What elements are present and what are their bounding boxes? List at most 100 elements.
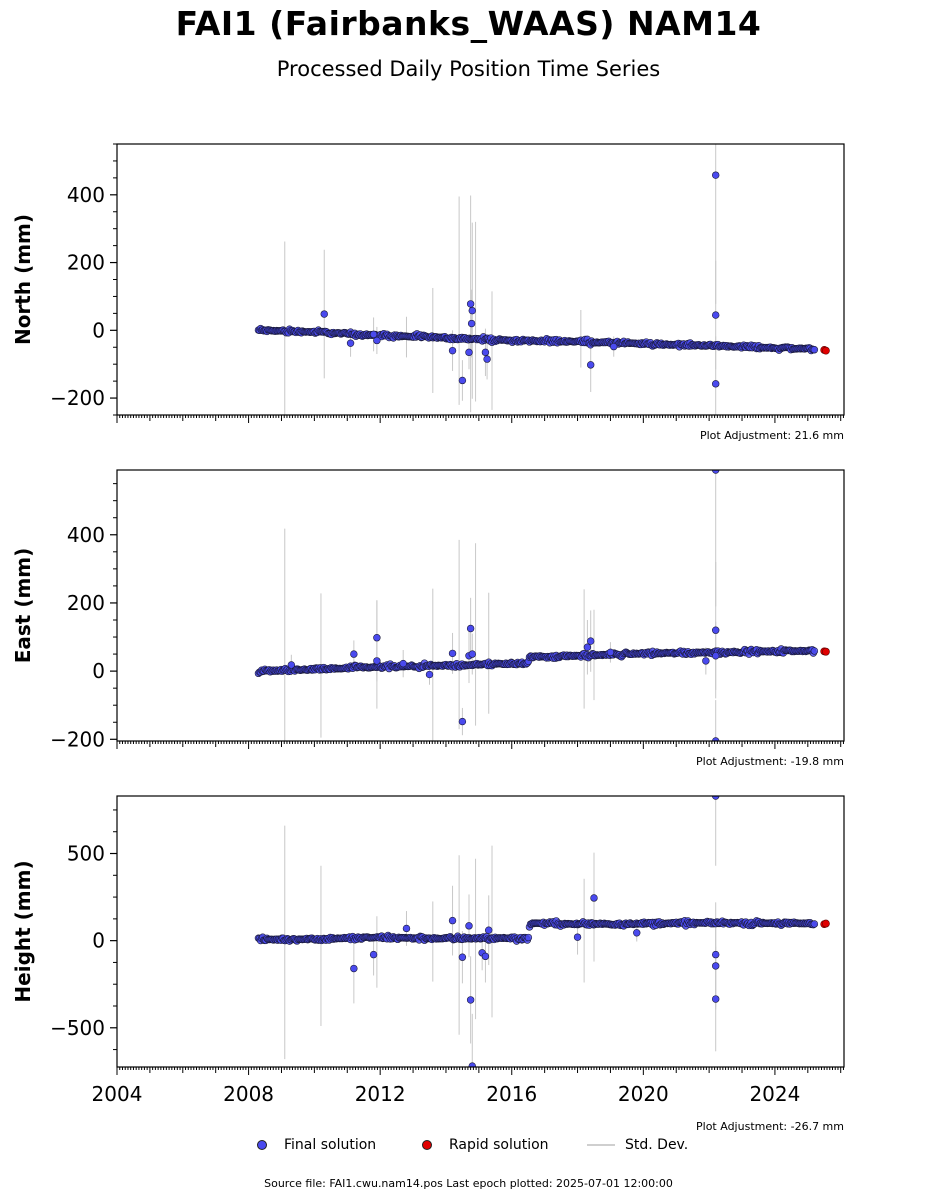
- chart-subtitle: Processed Daily Position Time Series: [276, 57, 661, 81]
- outlier-point: [712, 380, 720, 388]
- outlier-point: [481, 952, 490, 961]
- y-tick-label: 0: [92, 929, 105, 953]
- outlier-point: [346, 339, 355, 347]
- final-point: [810, 647, 819, 655]
- final-points: [254, 171, 819, 388]
- outlier-point: [468, 1062, 476, 1067]
- axes-frame: [116, 795, 845, 1068]
- outlier-point: [350, 650, 358, 658]
- outlier-point: [448, 649, 457, 658]
- std-dev-bars: [257, 144, 815, 415]
- x-tick-label: 2016: [486, 1082, 537, 1106]
- outlier-point: [485, 926, 493, 934]
- outlier-point: [712, 796, 720, 800]
- outlier-point: [458, 717, 467, 726]
- legend-final: Final solution: [257, 1137, 376, 1153]
- y-tick-label: 200: [67, 591, 105, 615]
- outlier-point: [373, 336, 381, 345]
- outlier-point: [320, 310, 328, 318]
- outlier-point: [468, 306, 476, 315]
- legend-stddev: Std. Dev.: [587, 1137, 688, 1153]
- rapid-point: [822, 647, 830, 656]
- outlier-point: [712, 311, 720, 319]
- x-tick-label: 2004: [92, 1082, 143, 1106]
- outlier-point: [712, 652, 720, 660]
- outlier-point: [712, 171, 720, 179]
- outlier-point: [702, 657, 710, 665]
- panel-1: −200 0 200 400 North (mm) Plot Adjustment: 21…: [11, 143, 845, 442]
- x-ticks: [116, 415, 844, 423]
- y-tick-label: 0: [92, 318, 105, 342]
- axes-frame: [116, 143, 845, 416]
- y-tick-label: 500: [67, 842, 105, 866]
- outlier-point: [369, 330, 378, 339]
- outlier-point: [369, 950, 378, 959]
- plot-adjustment-label: Plot Adjustment: -19.8 mm: [696, 755, 844, 768]
- outlier-point: [481, 348, 490, 357]
- axes-frame: [116, 469, 845, 742]
- legend-rapid: Rapid solution: [422, 1137, 549, 1153]
- y-tick-label: 200: [67, 251, 105, 275]
- rapid-points: [820, 346, 830, 355]
- panel-2: −200 0 200 400 East (mm) Plot Adjustment: -19…: [11, 469, 845, 768]
- outlier-point: [712, 626, 720, 634]
- outlier-point: [373, 634, 381, 642]
- final-points: [254, 796, 819, 1067]
- rapid-points: [820, 919, 830, 928]
- plot-adjustment-label: Plot Adjustment: 21.6 mm: [700, 429, 844, 442]
- final-point: [810, 346, 819, 354]
- outlier-point: [402, 924, 411, 933]
- chart-title: FAI1 (Fairbanks_WAAS) NAM14: [175, 4, 762, 43]
- y-tick-label: 0: [92, 659, 105, 683]
- outlier-point: [590, 894, 598, 902]
- outlier-point: [573, 933, 582, 941]
- outlier-point: [466, 624, 475, 633]
- outlier-point: [467, 319, 476, 328]
- y-axis-label: Height (mm): [11, 860, 35, 1002]
- y-tick-label: −200: [50, 727, 105, 751]
- outlier-point: [373, 657, 381, 665]
- outlier-point: [350, 964, 358, 973]
- y-tick-label: −200: [50, 386, 105, 410]
- outlier-point: [712, 995, 720, 1003]
- outlier-point: [712, 962, 720, 970]
- panel-3: −500 0 500 2004 2008 2012 2016 2020 2024 Height (…: [11, 795, 845, 1133]
- y-tick-label: 400: [67, 523, 105, 547]
- y-tick-label: −500: [50, 1016, 105, 1040]
- outlier-point: [633, 929, 641, 937]
- plot-area: [254, 796, 830, 1067]
- x-tick-label: 2024: [749, 1082, 800, 1106]
- source-footer: Source file: FAI1.cwu.nam14.pos Last epo…: [264, 1177, 673, 1190]
- outlier-point: [466, 996, 475, 1004]
- outlier-point: [587, 637, 595, 645]
- legend: Final solution Rapid solution Std. Dev.: [0, 1137, 937, 1157]
- outlier-point: [483, 355, 491, 363]
- rapid-point: [822, 346, 830, 355]
- outlier-point: [425, 670, 434, 679]
- outlier-point: [610, 342, 618, 351]
- legend-rapid-label: Rapid solution: [449, 1137, 549, 1153]
- outlier-point: [466, 300, 475, 308]
- y-ticks: [110, 143, 117, 416]
- y-ticks: [110, 809, 117, 1051]
- final-point: [810, 920, 819, 928]
- y-axis-label: North (mm): [11, 214, 35, 345]
- x-tick-label: 2012: [355, 1082, 406, 1106]
- outlier-point: [587, 361, 595, 369]
- final-points: [254, 470, 819, 741]
- outlier-point: [287, 661, 296, 669]
- outlier-point: [606, 648, 615, 657]
- outlier-point: [458, 376, 467, 385]
- plot-area: [254, 470, 830, 741]
- legend-final-label: Final solution: [284, 1137, 377, 1153]
- outlier-point: [468, 650, 476, 658]
- x-tick-label: 2008: [223, 1082, 274, 1106]
- legend-stddev-line: [587, 1144, 615, 1146]
- outlier-point: [458, 953, 467, 961]
- legend-rapid-marker: [422, 1140, 432, 1150]
- rapid-point: [822, 919, 830, 928]
- y-ticks: [110, 483, 117, 740]
- outlier-point: [712, 950, 720, 959]
- outlier-point: [399, 659, 407, 668]
